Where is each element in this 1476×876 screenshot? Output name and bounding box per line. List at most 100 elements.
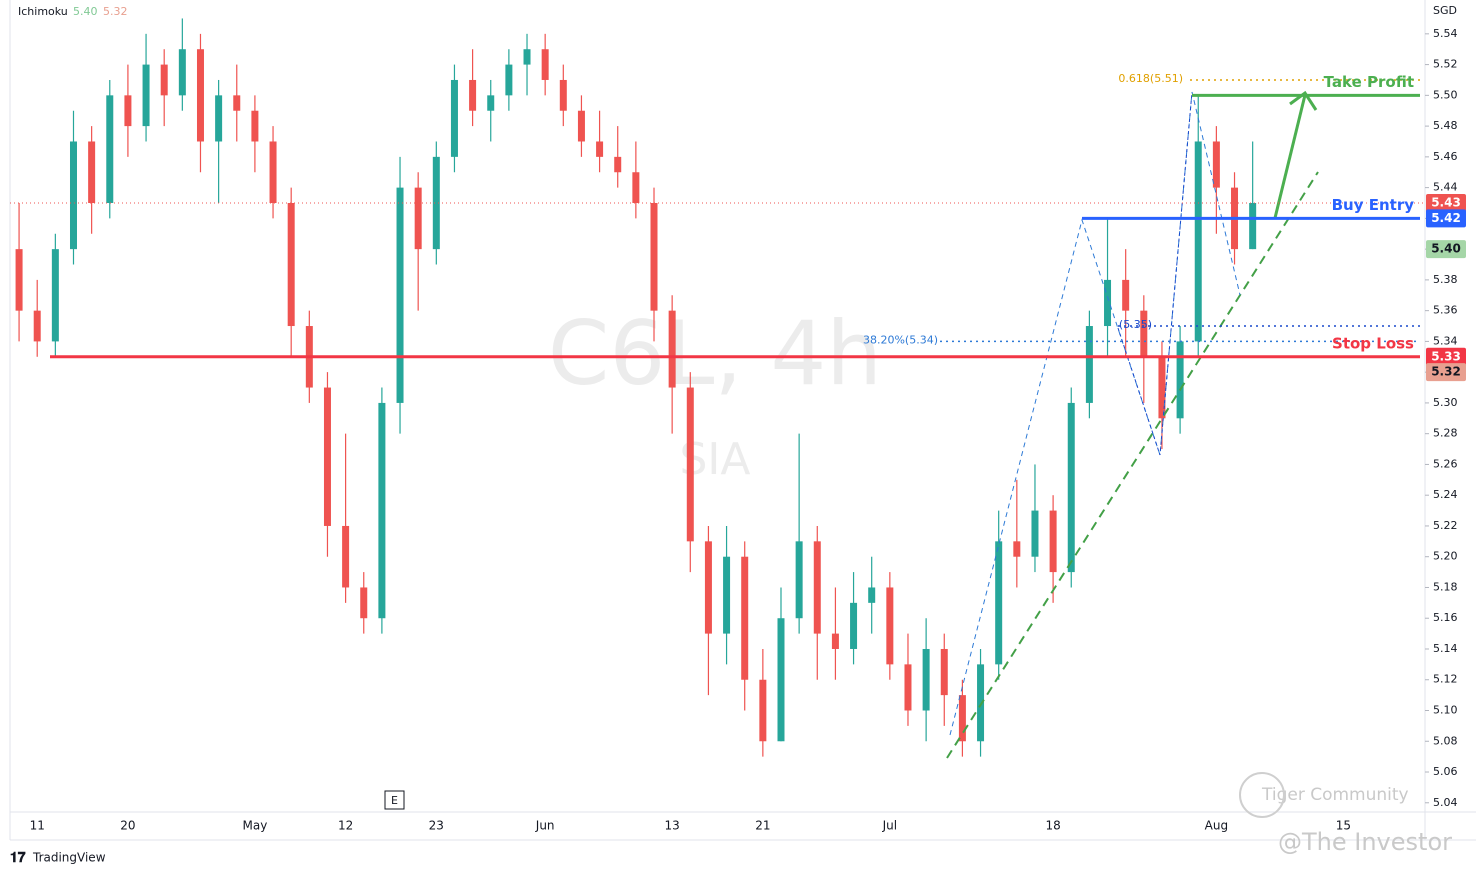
watermark-logo <box>1239 772 1285 818</box>
candle-body <box>686 387 694 542</box>
candle-body <box>1158 356 1166 419</box>
candle-body <box>596 141 604 157</box>
candle-body <box>759 679 767 742</box>
candle-body <box>160 64 168 96</box>
price-tag <box>1426 363 1466 382</box>
candle-body <box>723 556 731 634</box>
y-tick-label: 5.48 <box>1433 119 1458 132</box>
x-tick-label: 13 <box>665 819 680 833</box>
x-tick-label: 20 <box>120 819 135 833</box>
candle-body <box>1085 326 1093 403</box>
candle-body <box>1194 141 1202 342</box>
candle-body <box>958 695 966 742</box>
watermark: @The Investor <box>1278 828 1452 856</box>
x-tick-label: 12 <box>338 819 353 833</box>
candle-body <box>922 648 930 711</box>
level-label: Buy Entry <box>1332 196 1415 214</box>
indicator-name: Ichimoku <box>18 5 68 18</box>
event-marker: E <box>391 794 398 807</box>
x-tick-label: 18 <box>1045 819 1060 833</box>
candle-body <box>831 633 839 649</box>
candle-body <box>142 64 150 127</box>
candle-body <box>33 310 41 342</box>
candle-body <box>69 141 77 250</box>
x-tick-label: 21 <box>755 819 770 833</box>
candle-body <box>850 602 858 649</box>
candle-body <box>469 79 477 111</box>
x-tick-label: 23 <box>429 819 444 833</box>
x-tick-label: 11 <box>30 819 45 833</box>
event-box <box>384 790 405 810</box>
candle-body <box>342 525 350 588</box>
y-tick-label: 5.22 <box>1433 519 1458 532</box>
y-tick-label: 5.06 <box>1433 765 1458 778</box>
candle-body <box>813 541 821 634</box>
y-tick-label: 5.10 <box>1433 704 1458 717</box>
fib-label: 0.618(5.51) <box>1118 72 1183 85</box>
price-tag-label: 5.42 <box>1431 211 1461 225</box>
fib-label: (5.35) <box>1119 318 1152 331</box>
candle-body <box>1249 203 1257 250</box>
y-tick-label: 5.44 <box>1433 181 1458 194</box>
y-tick-label: 5.18 <box>1433 580 1458 593</box>
indicator-value: 5.32 <box>103 5 128 18</box>
candle-body <box>741 556 749 680</box>
price-tag-label: 5.33 <box>1431 349 1461 363</box>
symbol-watermark: C6L, 4h <box>548 302 882 405</box>
candle-body <box>1013 541 1021 557</box>
arrow-head <box>1289 90 1318 111</box>
candle-body <box>1049 510 1057 573</box>
x-tick-label: 15 <box>1336 819 1351 833</box>
fib-label: 38.20%(5.34) <box>863 333 938 346</box>
candle-body <box>233 95 241 111</box>
indicator-legend: Ichimoku 5.40 5.32 <box>18 5 128 18</box>
price-tag-label: 5.32 <box>1431 365 1461 379</box>
candle-body <box>541 49 549 80</box>
candle-body <box>360 587 368 619</box>
candle-body <box>215 95 223 142</box>
y-tick-label: 5.50 <box>1433 88 1458 101</box>
y-tick-label: 5.20 <box>1433 550 1458 563</box>
candle-body <box>577 110 585 142</box>
y-tick-label: 5.38 <box>1433 273 1458 286</box>
arrow-shaft <box>1273 94 1307 219</box>
candle-body <box>559 79 567 111</box>
y-tick-label: 5.52 <box>1433 58 1458 71</box>
candle-body <box>704 541 712 634</box>
candle-body <box>51 249 59 342</box>
y-tick-label: 5.54 <box>1433 27 1458 40</box>
watermark: Tiger Community <box>1261 785 1409 805</box>
candle-body <box>886 587 894 665</box>
y-tick-label: 5.46 <box>1433 150 1458 163</box>
x-tick-label: Jun <box>535 819 555 833</box>
candle-body <box>450 79 458 157</box>
y-tick-label: 5.04 <box>1433 796 1458 809</box>
indicator-value: 5.40 <box>73 5 98 18</box>
candle-body <box>1176 341 1184 419</box>
candle-body <box>632 172 640 203</box>
candle-body <box>178 49 186 96</box>
y-tick-label: 5.34 <box>1433 334 1458 347</box>
candle-body <box>868 587 876 603</box>
price-tag <box>1426 209 1466 228</box>
y-tick-label: 5.08 <box>1433 734 1458 747</box>
candle-body <box>1067 402 1075 573</box>
trend-line <box>946 171 1319 759</box>
candle-body <box>287 203 295 327</box>
x-tick-label: Jul <box>882 819 897 833</box>
y-tick-label: 5.24 <box>1433 488 1458 501</box>
level-label: Take Profit <box>1324 73 1414 91</box>
x-tick-label: May <box>242 819 267 833</box>
logo-mark: 𝟏𝟕 <box>10 850 26 866</box>
candle-body <box>977 664 985 742</box>
footer: TradingView <box>32 851 106 865</box>
candle-body <box>196 49 204 142</box>
currency: SGD <box>1433 4 1457 17</box>
candle-body <box>106 95 114 203</box>
price-tag-label: 5.43 <box>1431 196 1461 210</box>
price-tag-label: 5.40 <box>1431 242 1461 256</box>
y-tick-label: 5.26 <box>1433 457 1458 470</box>
candle-body <box>614 156 622 173</box>
candle-body <box>323 387 331 526</box>
